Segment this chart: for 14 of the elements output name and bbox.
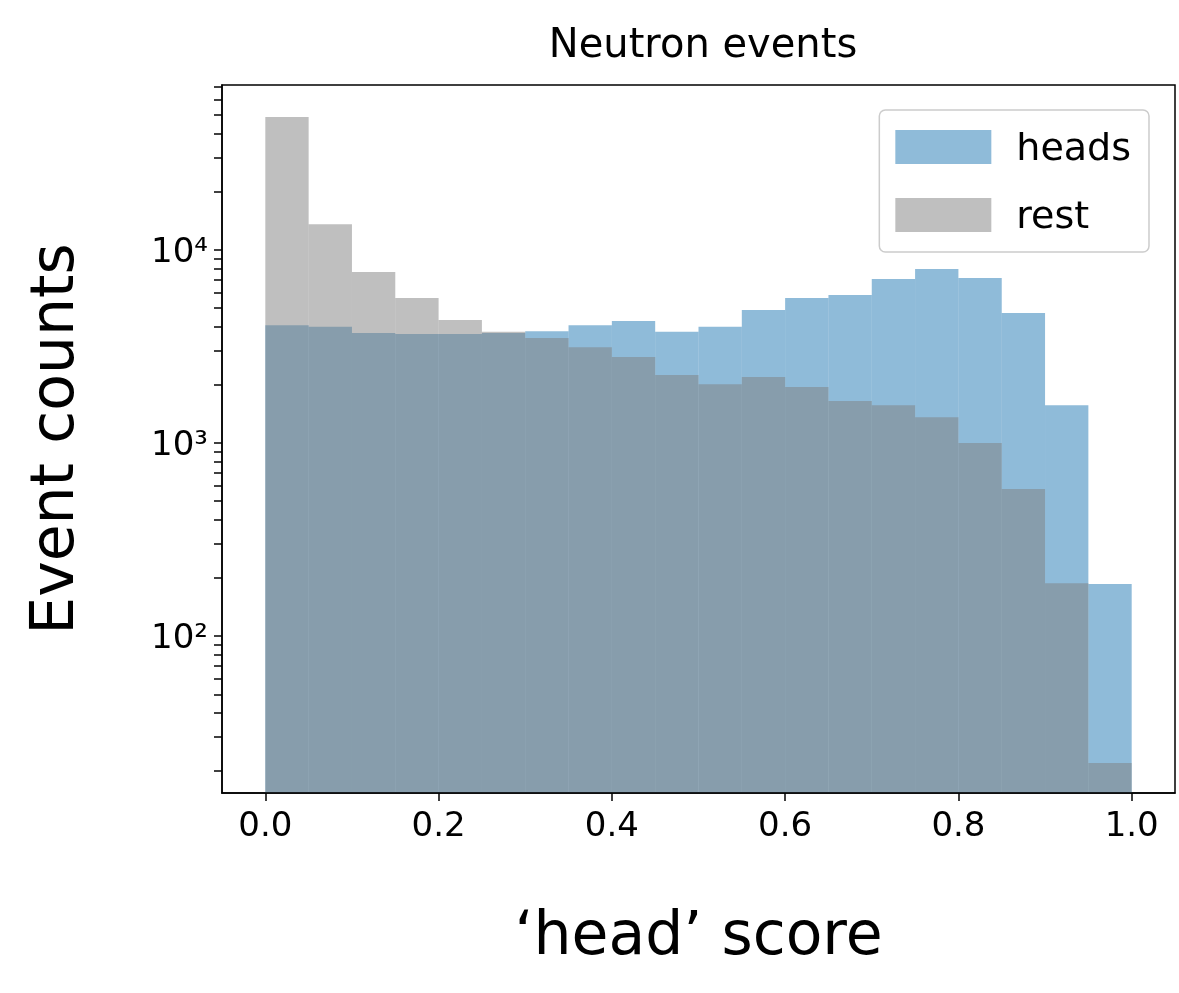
x-tick-label: 0.6	[758, 804, 813, 844]
chart-title: Neutron events	[548, 20, 858, 66]
x-tick-label: 0.8	[931, 804, 986, 844]
x-tick-label: 0.4	[584, 804, 639, 844]
x-tick-label: 0.0	[238, 804, 293, 844]
x-tick-label: 1.0	[1104, 804, 1159, 844]
legend-label: heads	[1016, 125, 1131, 169]
y-tick-label: 10⁴	[151, 230, 208, 271]
y-tick-label: 10³	[151, 423, 208, 464]
y-tick-label: 10²	[151, 616, 208, 657]
legend-label: rest	[1016, 193, 1090, 237]
y-axis-title: Event counts	[17, 243, 87, 635]
x-tick-label: 0.2	[411, 804, 466, 844]
x-axis-title: ‘head’ score	[514, 898, 883, 968]
